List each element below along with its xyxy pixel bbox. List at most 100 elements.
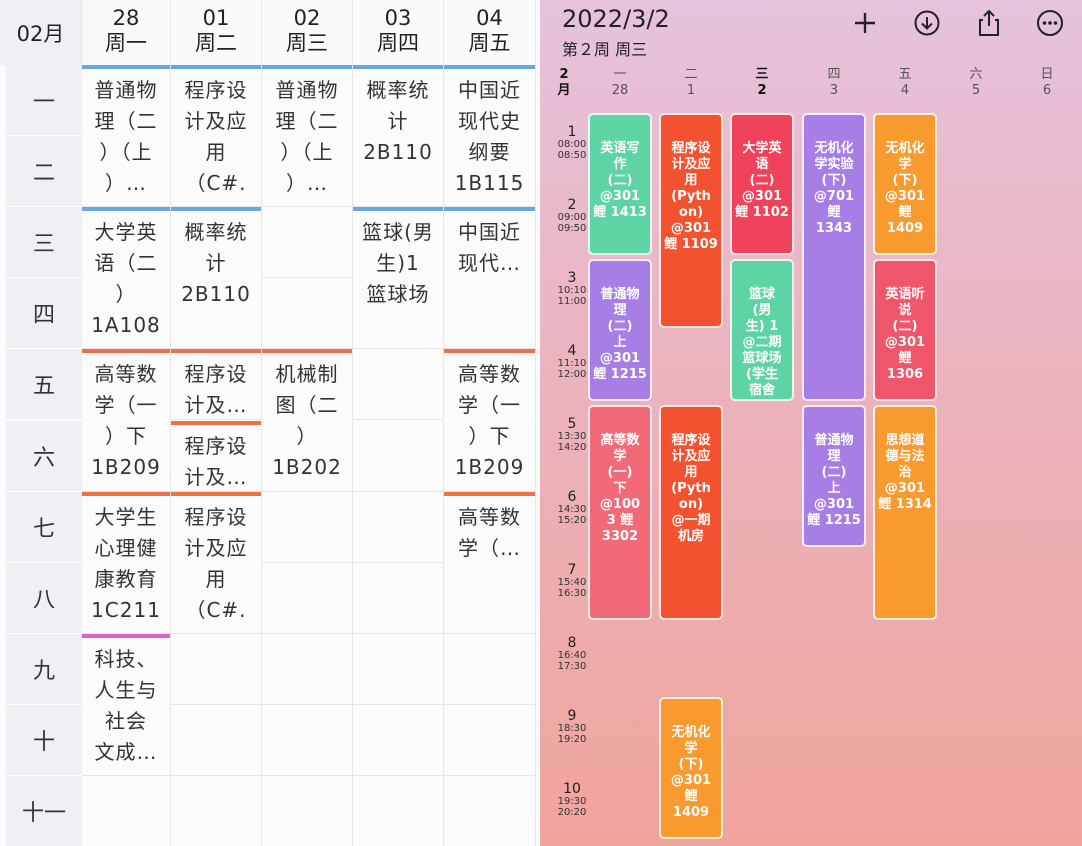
- weekday-header[interactable]: 一 28: [600, 68, 640, 100]
- course-cell[interactable]: 高等数 学（一 ）下 1B209: [82, 349, 170, 491]
- course-title: 普通物 理（二 ）（上 ）…: [94, 78, 158, 195]
- empty-slot[interactable]: [171, 633, 262, 705]
- empty-slot[interactable]: [353, 776, 444, 846]
- course-block[interactable]: 无机化 学 (下) @301 鲤 1409: [659, 697, 723, 839]
- course-color-bar: [444, 491, 535, 496]
- course-cell[interactable]: 普通物 理（二 ）（上 ）…: [82, 65, 170, 207]
- course-block[interactable]: 大学英 语 (二) @301 鲤 1102: [730, 113, 794, 255]
- period-label: 10 19:30 20:20: [552, 782, 592, 818]
- day-header[interactable]: 04 周五: [444, 0, 536, 65]
- period-start-time: 19:30: [557, 796, 587, 807]
- period-label: 3 10:10 11:00: [552, 271, 592, 307]
- empty-slot[interactable]: [353, 420, 444, 492]
- course-block[interactable]: 普通物 理 (二) 上 @301 鲤 1215: [802, 405, 866, 547]
- period-label: 十一: [6, 776, 82, 846]
- weekday-name: 日: [1040, 67, 1054, 82]
- empty-slot[interactable]: [262, 207, 353, 279]
- day-header-date: 03: [384, 6, 412, 30]
- empty-slot[interactable]: [171, 776, 262, 846]
- period-label: 6 14:30 15:20: [552, 490, 592, 526]
- month-column-label: 2 月: [557, 67, 571, 99]
- course-cell[interactable]: 程序设 计及应 用（C#. net…: [171, 491, 261, 633]
- empty-slot[interactable]: [444, 704, 536, 776]
- share-icon[interactable]: [974, 8, 1004, 38]
- empty-slot[interactable]: [353, 491, 444, 563]
- course-cell[interactable]: 科技、 人生与 社会 文成…: [82, 633, 170, 775]
- period-label: 8 16:40 17:30: [552, 636, 592, 672]
- weekday-date: 6: [1042, 83, 1052, 98]
- empty-slot[interactable]: [262, 491, 353, 563]
- weekday-name: 一: [613, 67, 627, 82]
- course-color-bar: [82, 491, 170, 496]
- empty-slot[interactable]: [353, 633, 444, 705]
- period-label: 三: [6, 207, 82, 279]
- course-cell[interactable]: 中国近 现代…: [444, 207, 535, 349]
- course-block[interactable]: 无机化 学实验 (下) @701 鲤 1343: [802, 113, 866, 401]
- course-cell[interactable]: 机械制 图（二 ） 1B202: [262, 349, 352, 491]
- course-cell[interactable]: 程序设 计及应 用（C#. net…: [171, 65, 261, 207]
- course-cell[interactable]: 概率统 计 2B110: [353, 65, 443, 207]
- day-header-weekday: 周三: [286, 31, 328, 55]
- empty-slot[interactable]: [171, 704, 262, 776]
- empty-slot[interactable]: [353, 704, 444, 776]
- more-icon[interactable]: [1035, 8, 1065, 38]
- course-title: 概率统 计 2B110: [181, 220, 251, 307]
- course-block[interactable]: 普通物 理 (二) 上 @301 鲤 1215: [588, 259, 652, 401]
- course-cell[interactable]: 程序设 计及…: [171, 420, 261, 491]
- period-end-time: 19:20: [557, 734, 587, 745]
- empty-slot[interactable]: [353, 562, 444, 634]
- course-cell[interactable]: 普通物 理（二 ）（上 ）…: [262, 65, 352, 207]
- empty-slot[interactable]: [262, 633, 353, 705]
- course-block[interactable]: 英语听 说 (二) @301 鲤 1306: [873, 259, 937, 401]
- day-header[interactable]: 02 周三: [262, 0, 353, 65]
- empty-slot[interactable]: [444, 776, 536, 846]
- empty-slot[interactable]: [262, 776, 353, 846]
- course-block[interactable]: 思想道 德与法 治 @301 鲤 1314: [873, 405, 937, 620]
- course-block[interactable]: 无机化 学 (下) @301 鲤 1409: [873, 113, 937, 255]
- period-start-time: 14:30: [557, 504, 587, 515]
- empty-slot[interactable]: [82, 776, 171, 846]
- course-color-bar: [353, 65, 443, 69]
- course-color-bar: [353, 207, 443, 212]
- course-block[interactable]: 篮球 (男 生) 1 @二期 篮球场 (学生 宿舍 北): [730, 259, 794, 401]
- course-color-bar: [82, 65, 170, 69]
- day-header-date: 01: [202, 6, 230, 30]
- course-block[interactable]: 程序设 计及应 用 (Pyth on) @一期 机房: [659, 405, 723, 620]
- empty-slot[interactable]: [262, 562, 353, 634]
- empty-slot[interactable]: [262, 704, 353, 776]
- course-cell[interactable]: 大学英 语（二 ） 1A108: [82, 207, 170, 349]
- course-cell[interactable]: 概率统 计 2B110: [171, 207, 261, 349]
- download-icon[interactable]: [912, 8, 942, 38]
- course-block[interactable]: 高等数 学 (一) 下 @100 3 鲤 3302: [588, 405, 652, 620]
- plus-icon[interactable]: [850, 8, 880, 38]
- course-title: 程序设 计及应 用（C#. net…: [184, 78, 248, 206]
- period-number: 3: [567, 270, 577, 286]
- period-label: 5 13:30 14:20: [552, 417, 592, 453]
- course-cell[interactable]: 程序设 计及…: [171, 349, 261, 420]
- weekday-date: 2: [757, 83, 767, 98]
- weekday-date: 5: [971, 83, 981, 98]
- period-label: 九: [6, 633, 82, 705]
- day-header[interactable]: 01 周二: [171, 0, 262, 65]
- empty-slot[interactable]: [444, 633, 536, 705]
- course-cell[interactable]: 高等数 学（一 ）下 1B209: [444, 349, 535, 491]
- day-header[interactable]: 28 周一: [82, 0, 171, 65]
- course-cell[interactable]: 中国近 现代史 纲要 1B115: [444, 65, 535, 207]
- empty-slot[interactable]: [353, 349, 444, 421]
- period-label: 一: [6, 65, 82, 136]
- course-block[interactable]: 英语写 作 (二) @301 鲤 1413: [588, 113, 652, 255]
- empty-slot[interactable]: [262, 278, 353, 350]
- course-block[interactable]: 程序设 计及应 用 (Pyth on) @301 鲤 1109: [659, 113, 723, 328]
- day-header[interactable]: 03 周四: [353, 0, 444, 65]
- course-cell[interactable]: 高等数 学（…: [444, 491, 535, 633]
- course-cell[interactable]: 大学生 心理健 康教育 1C211: [82, 491, 170, 633]
- period-number: 8: [567, 635, 577, 651]
- course-cell[interactable]: 篮球(男 生)1 篮球场: [353, 207, 443, 349]
- period-start-time: 15:40: [557, 577, 587, 588]
